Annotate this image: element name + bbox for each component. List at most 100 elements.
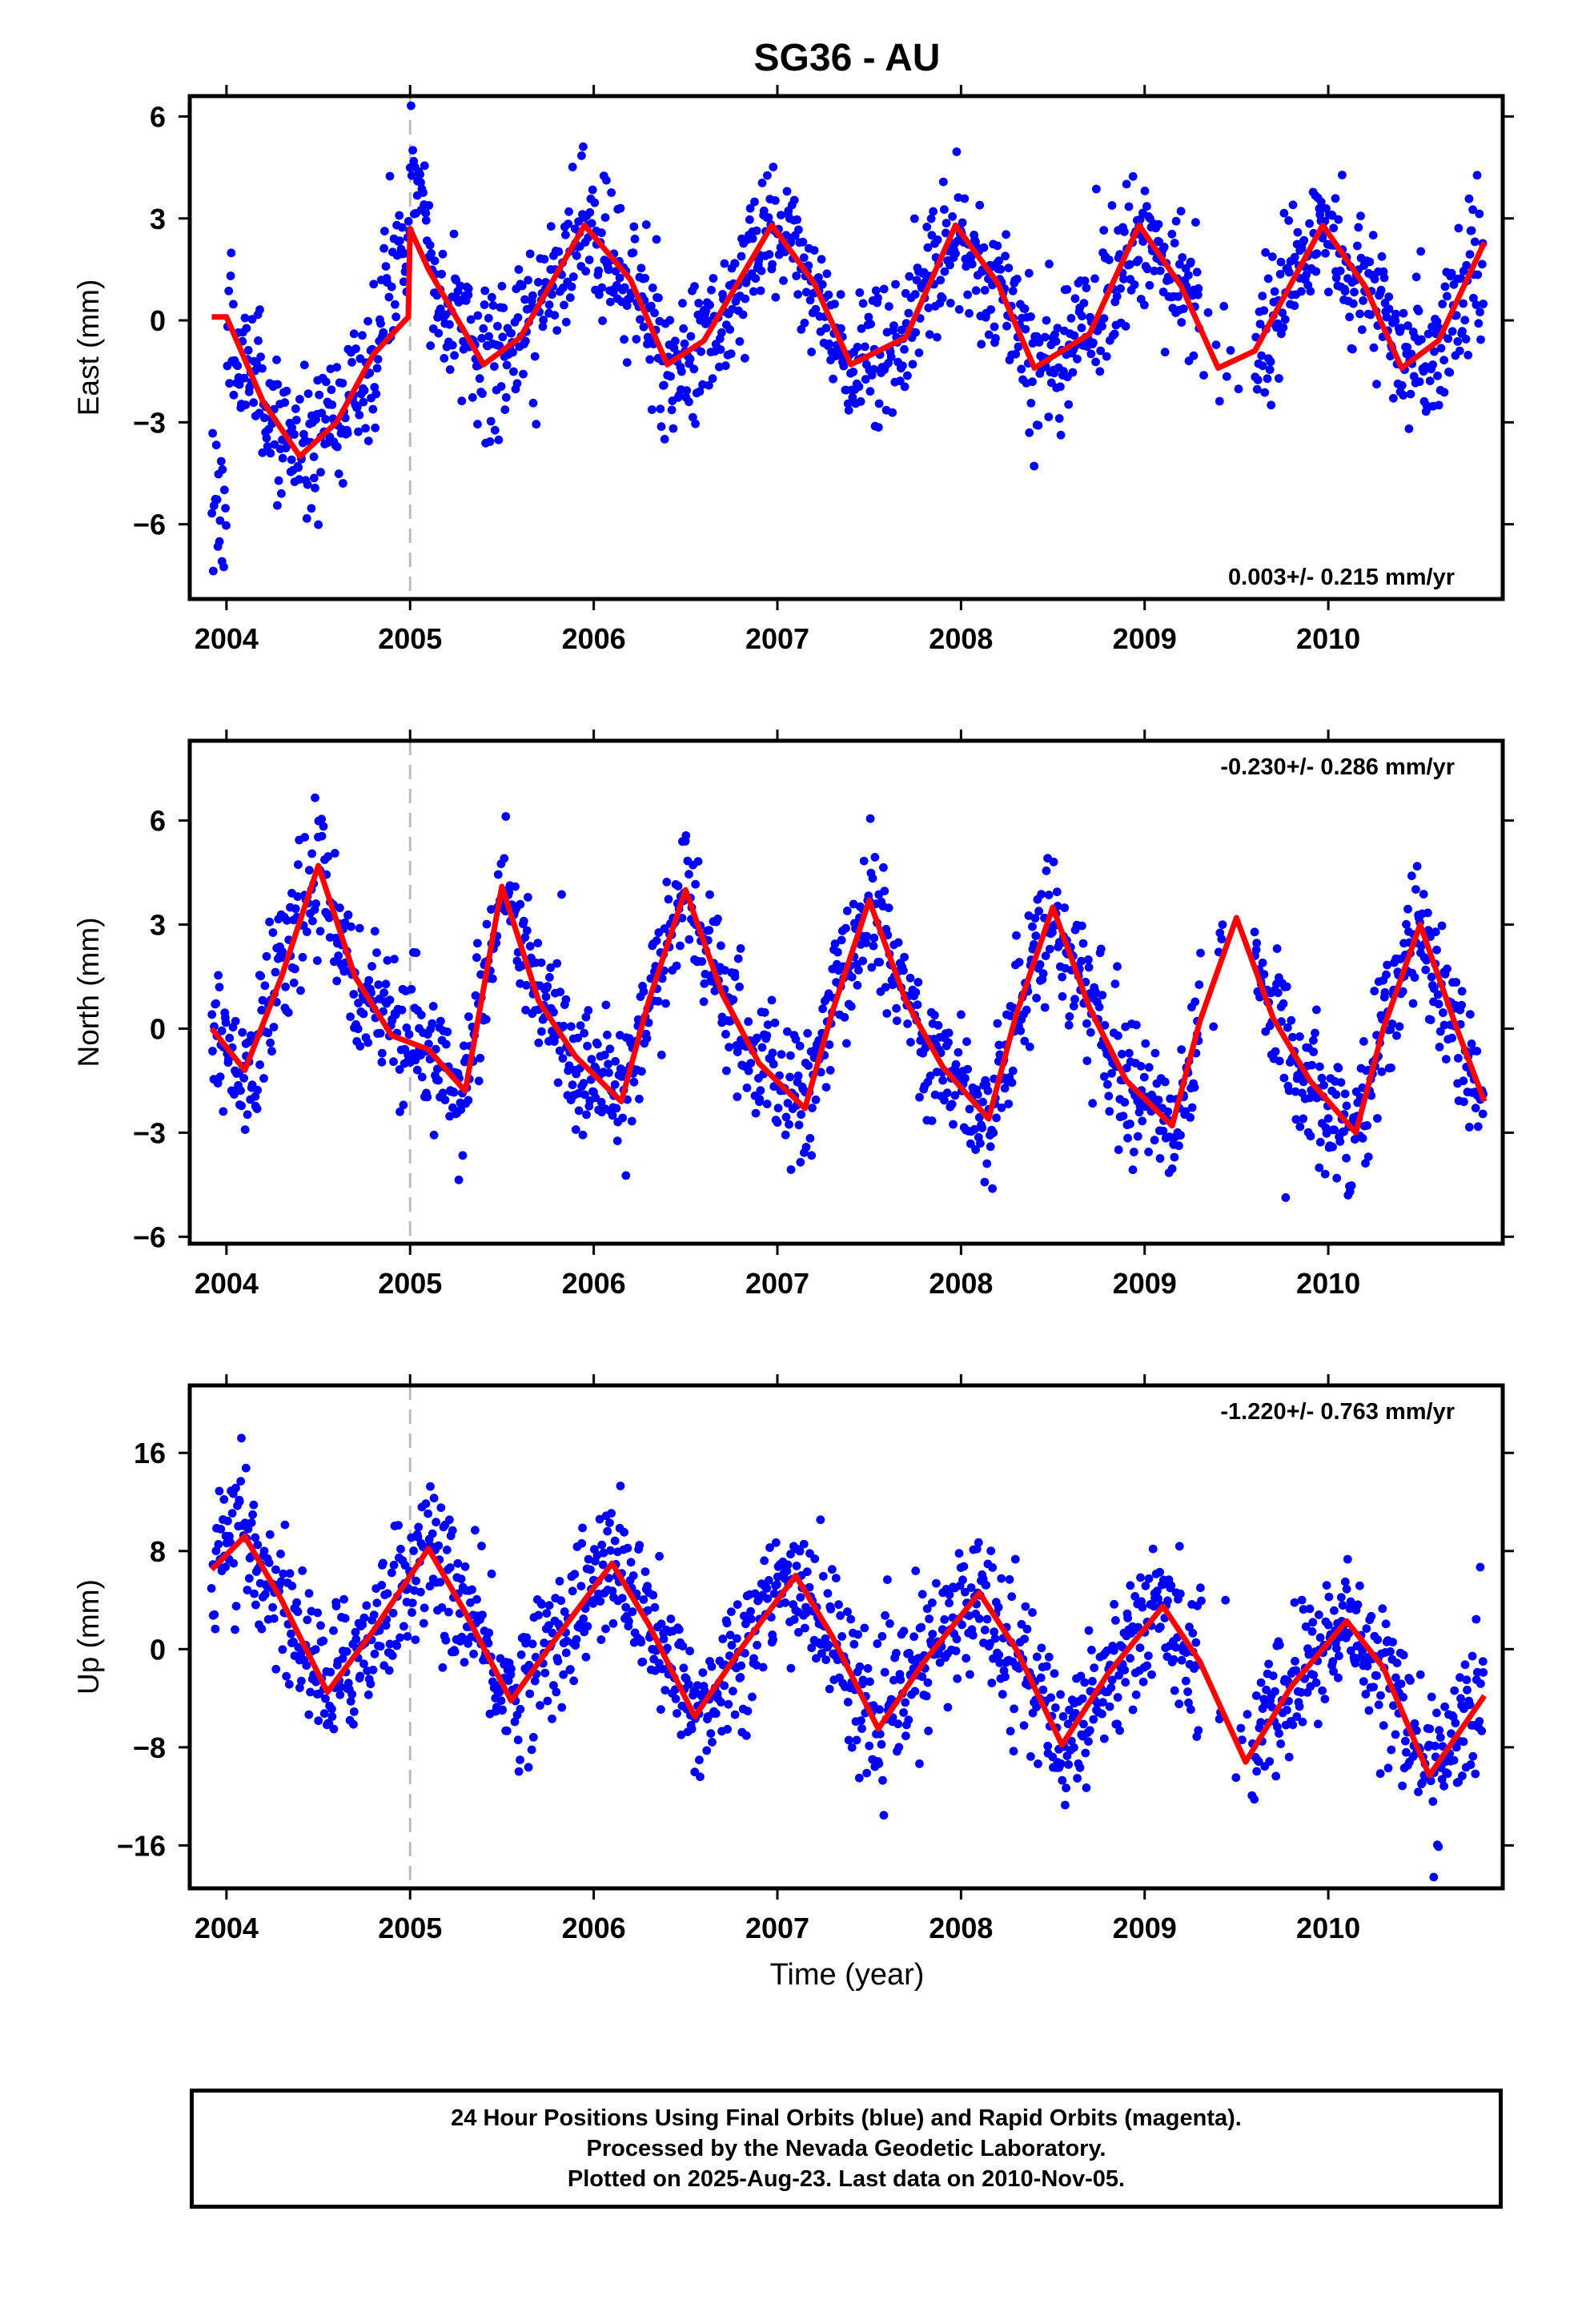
data-point [1445,368,1455,377]
data-point [1461,335,1471,344]
data-point [225,1033,235,1043]
data-point [865,814,875,823]
data-point [616,1064,625,1073]
data-point [1417,335,1426,344]
data-point [1392,1031,1401,1040]
data-point [400,1561,410,1570]
data-point [412,948,421,958]
data-point [1040,332,1050,342]
data-point [1007,1592,1017,1602]
data-point [1256,1678,1266,1687]
data-point [1267,1703,1277,1712]
data-point [294,463,303,472]
data-point [570,1570,580,1578]
data-point [372,1598,382,1607]
data-point [396,236,404,246]
data-point [723,1724,732,1734]
data-point [583,1041,592,1051]
data-point [768,259,777,269]
data-point [208,428,217,438]
data-point [836,290,845,300]
data-point [381,262,391,271]
data-point [303,480,312,489]
data-point [533,939,543,947]
data-point [857,1724,866,1733]
data-point [875,1729,885,1739]
data-point [387,1651,397,1660]
data-point [620,335,628,344]
data-point [332,363,342,372]
data-point [307,849,316,858]
data-point [1026,312,1035,321]
data-point [878,1775,887,1785]
data-point [284,1679,294,1689]
data-point [1105,255,1114,264]
data-point [997,1103,1006,1112]
data-point [638,1657,648,1667]
data-point [831,1574,841,1582]
data-point [425,1582,435,1591]
data-point [1373,1114,1382,1123]
data-point [834,1600,843,1610]
data-point [604,265,613,275]
data-point [752,226,761,235]
data-point [899,1708,908,1717]
data-point [881,983,890,992]
data-point [725,325,735,334]
data-point [995,1659,1005,1667]
data-point [1106,1683,1116,1692]
data-point [1160,348,1170,357]
data-point [412,1576,420,1586]
data-point [1397,380,1407,390]
data-point [930,1011,939,1020]
data-point [1355,309,1364,319]
scatter-points [207,101,1488,576]
data-point [1142,1661,1152,1671]
data-point [1171,216,1181,226]
data-point [1088,1677,1097,1686]
data-point [1070,1743,1078,1752]
data-point [376,319,385,328]
data-point [289,978,299,987]
data-point [1060,903,1070,912]
data-point [329,1724,339,1734]
data-point [737,251,746,261]
data-point [866,320,875,329]
data-point [534,278,543,287]
data-point [242,324,251,333]
data-point [640,1567,650,1576]
data-point [811,1095,821,1104]
data-point [905,973,915,983]
data-point [1196,1583,1205,1593]
data-point [482,919,492,929]
data-point [484,1638,493,1648]
data-point [1061,1800,1070,1810]
data-point [771,196,780,205]
data-point [327,385,336,395]
data-point [343,1679,353,1688]
data-point [974,1113,984,1122]
data-point [420,161,429,171]
data-point [434,1076,443,1085]
data-point [1177,1045,1186,1054]
data-point [827,1565,837,1574]
data-point [862,931,871,941]
data-point [741,1619,750,1629]
data-point [720,259,729,268]
data-point [1297,1595,1307,1605]
data-point [369,1610,379,1619]
data-point [799,253,809,263]
data-point [1439,356,1448,365]
data-point [733,1092,742,1101]
data-point [963,290,972,300]
plot-frame [187,1383,1505,1891]
data-point [705,380,713,390]
data-point [346,1697,355,1706]
data-point [630,235,640,243]
data-point [938,293,947,303]
data-point [689,364,699,374]
data-point [241,1463,251,1473]
data-point [1472,1614,1481,1624]
data-point [1343,1554,1352,1564]
data-point [1447,268,1456,278]
